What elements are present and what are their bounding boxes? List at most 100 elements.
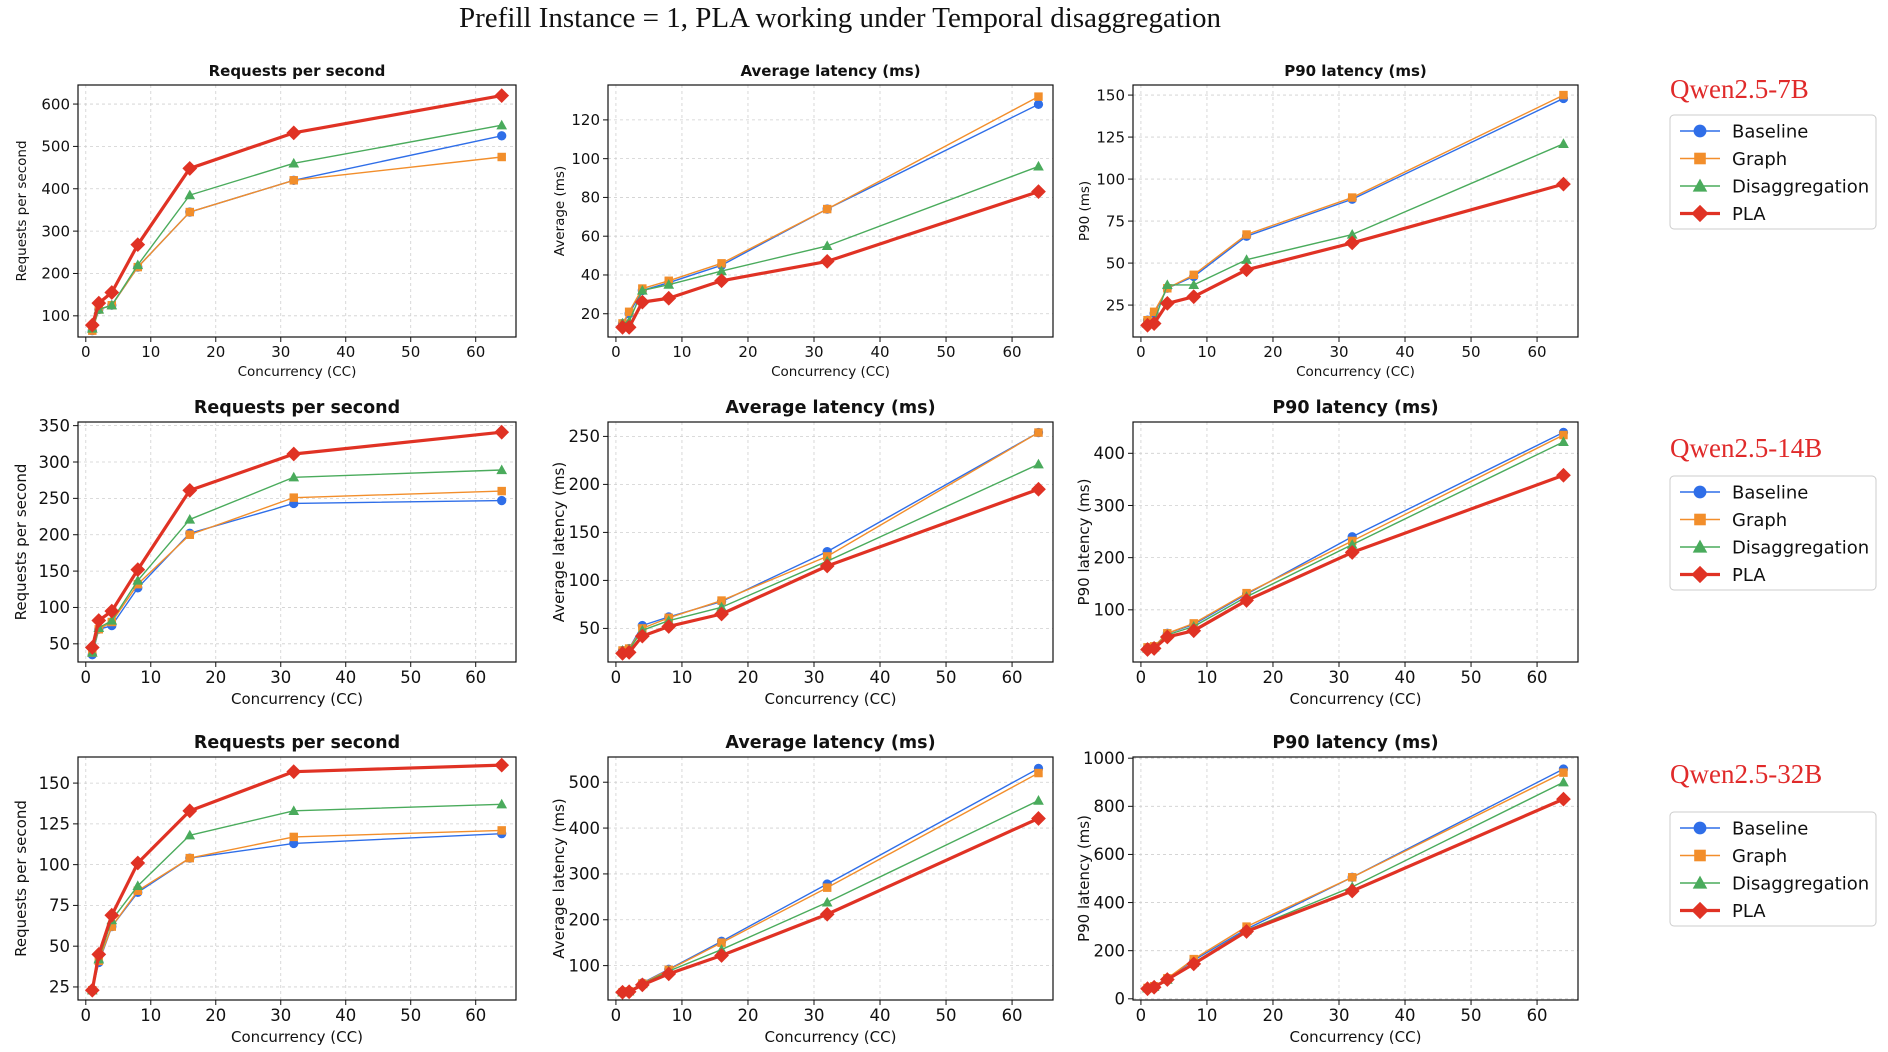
x-tick-label: 20 xyxy=(1262,1006,1283,1025)
legend-marker-pla xyxy=(1691,565,1709,584)
y-tick-label: 100 xyxy=(571,150,600,168)
data-point-pla xyxy=(1186,623,1202,639)
data-point-disaggregation xyxy=(1188,279,1200,290)
series-line-baseline xyxy=(622,431,1039,652)
x-tick-label: 20 xyxy=(1262,668,1283,687)
chart-title: Requests per second xyxy=(209,62,386,80)
x-tick-label: 50 xyxy=(401,343,420,361)
y-tick-label: 200 xyxy=(41,265,70,283)
chart-title: Average latency (ms) xyxy=(740,62,920,80)
data-point-pla xyxy=(91,613,107,628)
x-tick-label: 50 xyxy=(1461,668,1482,687)
data-point-pla xyxy=(819,254,835,269)
x-tick-label: 40 xyxy=(870,668,891,687)
data-point-pla xyxy=(104,907,120,923)
data-point-pla xyxy=(1556,791,1571,807)
data-point-graph xyxy=(185,207,194,217)
chart-title: P90 latency (ms) xyxy=(1284,62,1427,80)
data-point-disaggregation xyxy=(1558,436,1569,446)
x-tick-label: 30 xyxy=(271,343,290,361)
data-point-pla xyxy=(84,640,100,655)
x-tick-label: 10 xyxy=(671,668,692,687)
x-tick-label: 20 xyxy=(737,668,758,687)
plot-frame xyxy=(607,84,1054,338)
data-point-disaggregation xyxy=(1558,776,1569,787)
series-line-disaggregation xyxy=(622,165,1039,325)
x-tick-label: 50 xyxy=(936,1006,957,1025)
legend-label: Baseline xyxy=(1732,122,1808,143)
y-tick-label: 150 xyxy=(39,562,71,581)
x-tick-label: 0 xyxy=(81,343,91,361)
chart-title: Requests per second xyxy=(194,398,400,418)
data-point-disaggregation xyxy=(132,575,144,585)
data-point-pla xyxy=(621,319,637,335)
legend-label: Disaggregation xyxy=(1732,874,1869,895)
data-point-graph xyxy=(1034,428,1043,437)
y-tick-label: 40 xyxy=(581,266,600,284)
x-tick-label: 50 xyxy=(400,668,421,687)
data-point-graph xyxy=(289,176,298,185)
x-axis-label: Concurrency (CC) xyxy=(765,690,897,708)
series-line-pla xyxy=(1147,182,1564,327)
series-line-pla xyxy=(90,763,502,991)
data-point-disaggregation xyxy=(1033,160,1044,171)
x-tick-label: 40 xyxy=(870,1006,891,1025)
legend-label: PLA xyxy=(1732,204,1766,225)
y-tick-label: 300 xyxy=(41,222,70,240)
y-tick-label: 80 xyxy=(581,189,600,207)
data-point-pla xyxy=(1031,184,1046,200)
data-point-pla xyxy=(1186,289,1202,305)
x-tick-label: 10 xyxy=(1197,343,1216,361)
plot-frame xyxy=(607,756,1054,1001)
series-line-graph xyxy=(91,829,502,991)
data-point-pla xyxy=(634,977,650,993)
x-tick-label: 0 xyxy=(611,668,622,687)
data-point-disaggregation xyxy=(1558,138,1569,148)
data-point-graph xyxy=(1034,768,1043,778)
chart-panel: 0 10 20 30 40 50 60 100 200 300 400 500 600 Requests … xyxy=(14,62,517,380)
data-point-baseline xyxy=(497,495,507,506)
data-point-disaggregation xyxy=(184,829,196,840)
data-point-pla xyxy=(286,125,302,141)
x-tick-label: 30 xyxy=(270,1006,291,1025)
y-tick-label: 75 xyxy=(49,896,70,915)
data-point-pla xyxy=(1159,296,1175,311)
x-tick-label: 60 xyxy=(1002,668,1023,687)
data-point-disaggregation xyxy=(1161,279,1173,290)
plot-frame xyxy=(77,756,517,1001)
x-tick-label: 40 xyxy=(1395,1006,1416,1025)
x-tick-label: 0 xyxy=(611,343,621,361)
y-tick-label: 100 xyxy=(41,307,70,325)
legend-marker-graph xyxy=(1694,513,1706,526)
y-tick-label: 200 xyxy=(1094,548,1126,567)
legend-label: Graph xyxy=(1732,510,1787,531)
y-tick-label: 1000 xyxy=(1083,749,1125,768)
x-tick-label: 60 xyxy=(1003,343,1022,361)
x-tick-label: 60 xyxy=(465,668,486,687)
legend-label: Baseline xyxy=(1732,819,1808,840)
series-line-pla xyxy=(90,430,502,648)
y-tick-label: 50 xyxy=(579,619,600,638)
data-point-pla xyxy=(182,803,198,819)
y-axis-label: Average latency (ms) xyxy=(550,798,568,958)
data-point-pla xyxy=(494,757,510,773)
series-line-disaggregation xyxy=(622,799,1039,993)
y-tick-label: 120 xyxy=(571,111,600,129)
x-tick-label: 0 xyxy=(81,668,92,687)
chart-title: Requests per second xyxy=(194,733,400,753)
y-tick-label: 0 xyxy=(1115,990,1126,1009)
y-tick-label: 200 xyxy=(569,911,601,930)
x-tick-label: 0 xyxy=(1136,668,1147,687)
y-tick-label: 250 xyxy=(39,489,71,508)
data-point-pla xyxy=(91,295,107,311)
y-tick-label: 100 xyxy=(39,855,71,874)
y-tick-label: 250 xyxy=(569,427,601,446)
x-tick-label: 30 xyxy=(803,668,824,687)
y-axis-label: Average (ms) xyxy=(552,166,568,256)
x-tick-label: 40 xyxy=(335,668,356,687)
legend-box xyxy=(1669,475,1877,591)
chart-panel: 0 10 20 30 40 50 60 50 100 150 200 250 300 350 Request… xyxy=(12,398,517,708)
data-point-disaggregation xyxy=(496,798,508,809)
plot-frame xyxy=(1132,84,1579,338)
